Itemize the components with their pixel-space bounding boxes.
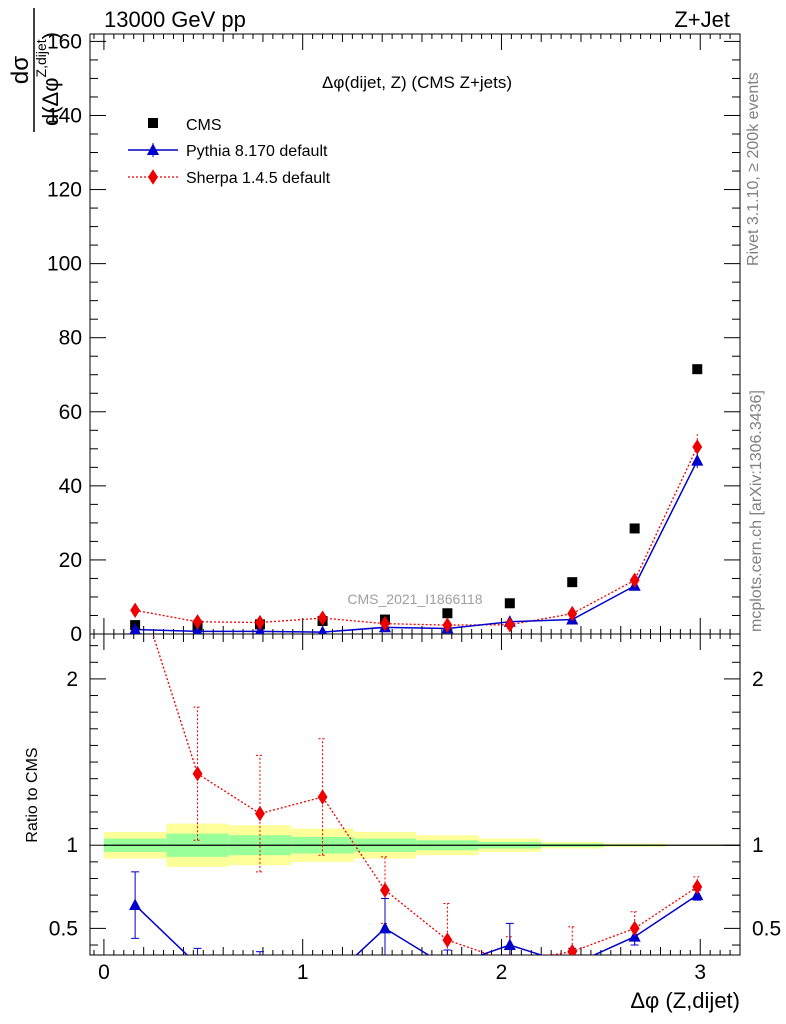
plot-title: Δφ(dijet, Z) (CMS Z+jets) [322,73,512,92]
cms-point [629,523,640,534]
cms-point [692,364,703,375]
legend-pythia-marker [146,143,160,155]
y-tick-label: 120 [47,179,82,202]
sherpa-point [130,602,141,618]
sherpa-point [442,617,453,633]
ratio-panel-frame [89,633,741,956]
y-tick-label: 20 [59,549,82,572]
pythia-point [129,622,141,634]
legend-sherpa-marker [148,169,158,185]
sherpa-ratio-point [629,920,640,937]
sherpa-point [692,439,703,455]
x-tick-label: 3 [694,961,706,984]
x-tick-label: 1 [297,961,309,984]
y-tick-label: 0 [70,623,82,646]
pythia-ratio-point [317,980,329,992]
ratio-y-axis-title: Ratio to CMS [24,747,41,842]
sherpa-ratio-point [255,805,265,822]
sherpa-ratio-point [567,943,578,955]
sherpa-point [192,614,203,630]
header-process-label: Z+Jet [674,7,730,32]
legend-cms-marker [148,118,158,128]
y-tick-label: 140 [47,104,82,127]
legend-pythia-label: Pythia 8.170 default [186,143,328,160]
legend-sherpa-label: Sherpa 1.4.5 default [186,170,331,187]
x-axis-title: Δφ (Z,dijet) [630,988,740,1013]
sherpa-point [317,610,328,626]
y-axis-title-denominator: d(ΔφZ,dijet) [33,32,63,126]
y-tick-label: 80 [59,327,82,350]
sherpa-point [255,614,265,631]
ratio-y-tick-label-right: 1 [752,834,764,857]
pythia-ratio-point [254,962,266,974]
sherpa-ratio-point [130,571,140,586]
y-tick-label: 60 [59,401,82,424]
cms-point [442,608,453,619]
y-axis-title-numerator: dσ [7,56,34,84]
sherpa-ratio-point [442,932,453,948]
sherpa-point [504,617,515,633]
cms-point [504,598,515,609]
x-tick-label: 0 [98,961,110,984]
y-tick-label: 40 [59,475,82,498]
sherpa-point [380,615,390,632]
sherpa-point [629,572,640,588]
y-tick-label: 100 [47,253,82,276]
sherpa-ratio-point [692,879,703,895]
pythia-ratio-point [441,960,453,972]
sherpa-ratio-line [152,634,698,955]
sherpa-ratio-point [317,789,328,805]
x-tick-label: 2 [496,961,508,984]
legend-cms-label: CMS [186,117,222,134]
pythia-ratio-point [378,921,392,934]
sherpa-ratio-point [192,766,203,782]
ratio-y-tick-label-right: 0.5 [752,917,781,940]
main-panel-data [129,364,704,634]
pythia-ratio-point [129,898,142,911]
ratio-panel-data [129,571,704,992]
pythia-ratio-point [566,958,578,970]
sherpa-ratio-point [380,882,390,898]
pythia-point [318,625,327,634]
ratio-y-tick-label: 2 [66,668,78,691]
sherpa-point [567,605,578,622]
pythia-ratio-point [191,958,203,970]
ratio-y-tick-label: 0.5 [49,917,78,940]
sherpa-ratio-point [509,953,511,955]
ratio-y-tick-label: 1 [66,834,78,857]
y-tick-label: 160 [47,30,82,53]
ratio-y-tick-label-right: 2 [752,668,764,691]
pythia-ratio-line [134,894,698,955]
pythia-ratio-point [503,938,516,950]
analysis-watermark: CMS_2021_I1866118 [347,591,482,607]
cms-point [567,577,578,588]
y-axis-title: dσd(ΔφZ,dijet) [7,8,63,132]
legend: CMS Pythia 8.170 default Sherpa 1.4.5 defa… [128,117,331,187]
header-energy-label: 13000 GeV pp [104,7,246,32]
pythia-point [691,454,704,466]
pythia-line [135,460,698,633]
